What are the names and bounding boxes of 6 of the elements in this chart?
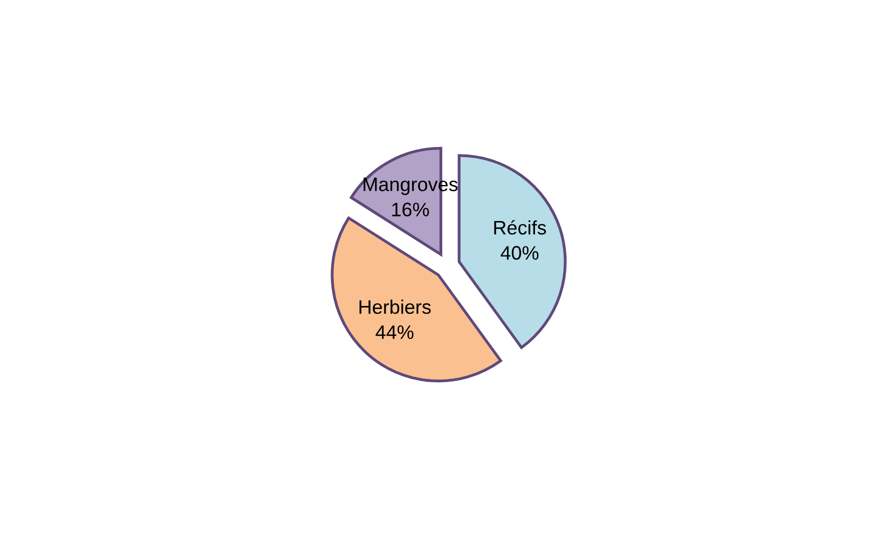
data-label: 16% xyxy=(392,202,429,216)
data-label: 40% xyxy=(500,246,538,260)
slice-label: Récifs xyxy=(494,220,546,235)
slice-label: Herbiers xyxy=(360,300,431,314)
data-label: 44% xyxy=(376,325,414,340)
slice-label: Mangroves xyxy=(364,178,458,196)
